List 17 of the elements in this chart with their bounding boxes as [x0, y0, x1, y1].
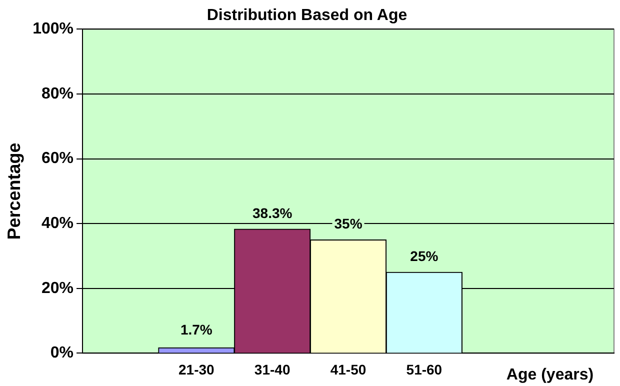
data-label: 35% [334, 216, 363, 232]
x-axis-title: Age (years) [506, 366, 594, 384]
x-tick-label: 41-50 [330, 361, 366, 378]
y-tick-label: 20% [41, 280, 74, 297]
x-tick-label: 31-40 [254, 361, 290, 378]
y-tick-label: 60% [41, 150, 74, 168]
y-tick-label: 100% [32, 20, 74, 38]
y-tick-label: 40% [41, 215, 74, 232]
x-tick-label: 21-30 [178, 361, 215, 378]
chart-title: Distribution Based on Age [206, 7, 408, 24]
y-tick-label: 0% [50, 344, 74, 362]
data-label: 38.3% [252, 204, 293, 221]
data-label: 1.7% [180, 322, 213, 338]
x-tick-label: 51-60 [406, 361, 442, 378]
data-label: 25% [410, 248, 439, 264]
y-axis-title: Percentage [4, 142, 24, 240]
y-tick-label: 80% [41, 85, 74, 102]
